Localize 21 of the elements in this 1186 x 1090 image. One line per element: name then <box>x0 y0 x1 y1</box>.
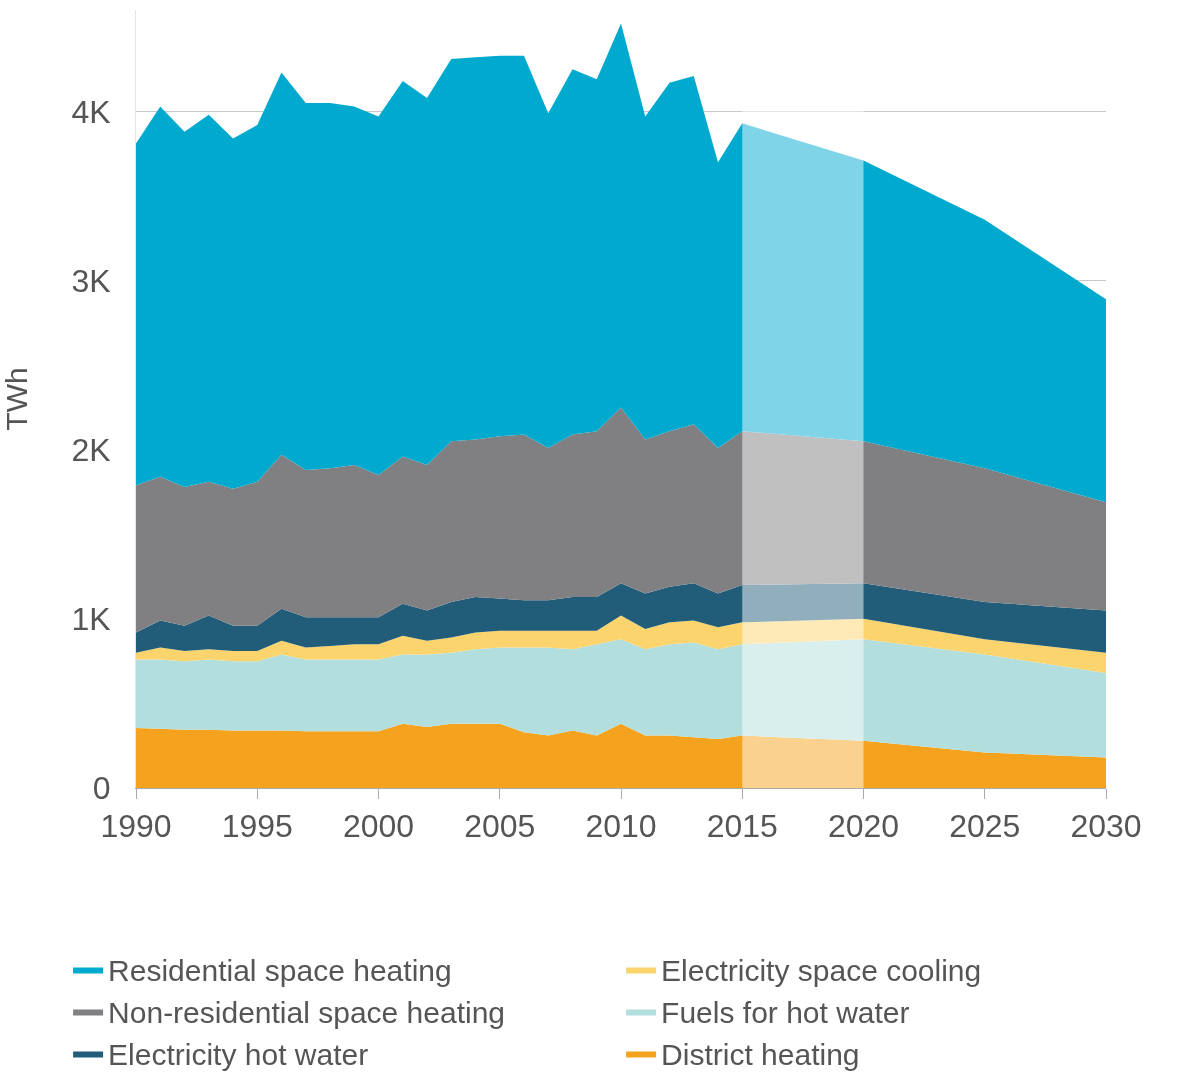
y-tick-label: 2K <box>71 431 111 468</box>
x-tick-label: 2015 <box>706 808 778 845</box>
x-tick-label: 1990 <box>100 808 172 845</box>
y-axis-title: TWh <box>0 367 33 431</box>
x-tick-label: 2005 <box>464 808 536 845</box>
x-tick-label: 2025 <box>949 808 1021 845</box>
x-tick-label: 2030 <box>1070 808 1142 845</box>
x-tick-label: 2000 <box>342 808 415 845</box>
y-tick-label: 4K <box>71 93 111 130</box>
x-tick-label: 2010 <box>585 808 657 845</box>
y-tick-label: 1K <box>71 601 111 638</box>
legend-label: Non-residential space heating <box>108 996 506 1030</box>
legend-label: Residential space heating <box>108 954 452 988</box>
legend-label: District heating <box>661 1038 860 1072</box>
legend-label: Electricity hot water <box>108 1038 369 1072</box>
legend-label: Fuels for hot water <box>661 996 910 1030</box>
x-tick-label: 2020 <box>827 808 900 845</box>
legend-label: Electricity space cooling <box>661 954 982 988</box>
y-tick-label: 0 <box>92 770 111 807</box>
x-tick-label: 1995 <box>221 808 293 845</box>
y-tick-label: 3K <box>71 262 111 299</box>
